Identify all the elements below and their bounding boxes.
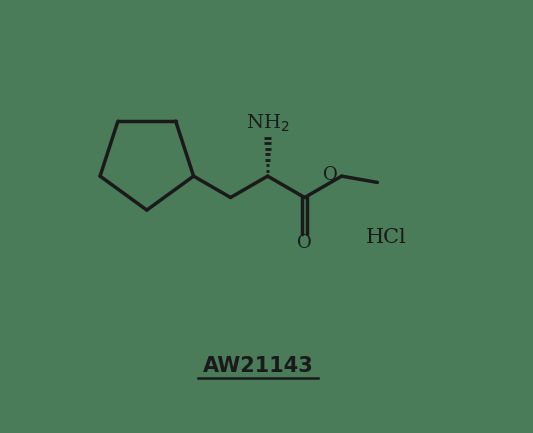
Text: HCl: HCl: [366, 228, 407, 247]
Text: AW21143: AW21143: [203, 356, 313, 376]
Text: O: O: [324, 166, 338, 184]
Text: O: O: [297, 234, 312, 252]
Text: NH$_2$: NH$_2$: [246, 113, 289, 134]
